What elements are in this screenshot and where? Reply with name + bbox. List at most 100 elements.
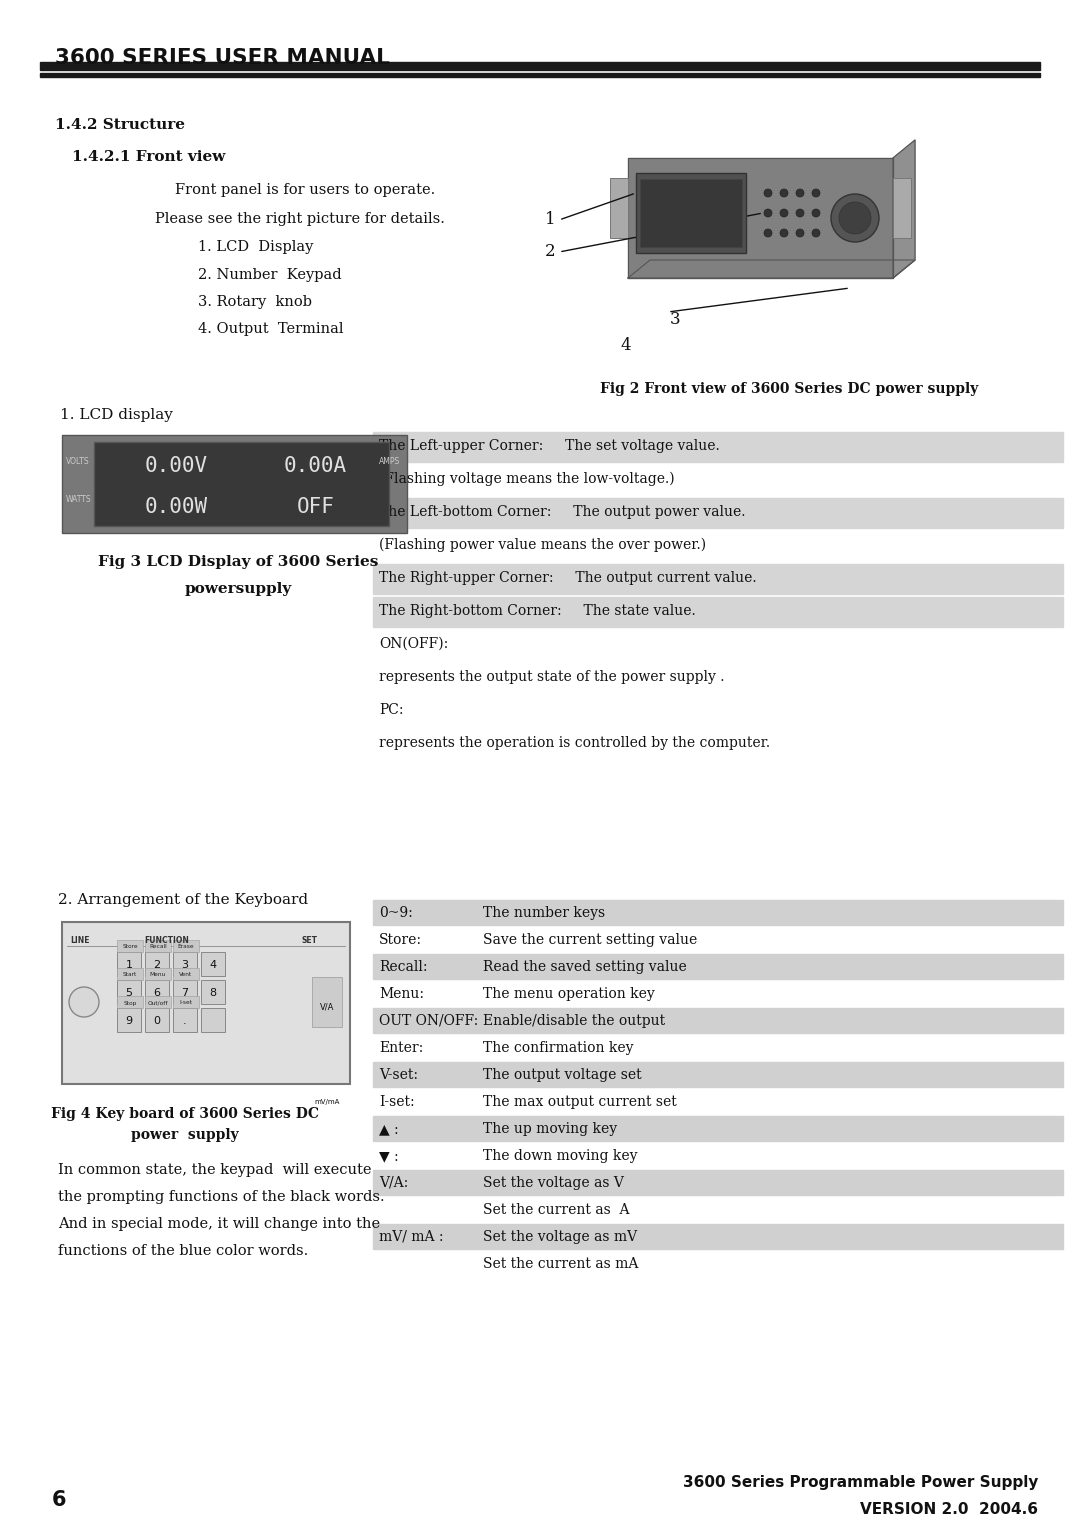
Text: The up moving key: The up moving key <box>483 1122 617 1135</box>
Circle shape <box>812 189 820 197</box>
Bar <box>173 969 199 979</box>
Text: represents the operation is controlled by the computer.: represents the operation is controlled b… <box>379 736 770 750</box>
Text: Please see the right picture for details.: Please see the right picture for details… <box>156 212 445 226</box>
Text: The Left-bottom Corner:     The output power value.: The Left-bottom Corner: The output power… <box>379 504 745 520</box>
Circle shape <box>839 202 870 234</box>
Text: 1: 1 <box>125 960 133 970</box>
Bar <box>117 969 143 979</box>
Bar <box>173 979 197 1004</box>
Text: Save the current setting value: Save the current setting value <box>483 934 698 947</box>
Circle shape <box>796 229 804 237</box>
Text: VOLTS: VOLTS <box>66 457 90 466</box>
Text: Fig 4 Key board of 3600 Series DC: Fig 4 Key board of 3600 Series DC <box>51 1106 319 1122</box>
Bar <box>201 979 225 1004</box>
Bar <box>636 173 746 254</box>
Text: And in special mode, it will change into the: And in special mode, it will change into… <box>58 1216 380 1232</box>
Text: V-set:: V-set: <box>379 1068 418 1082</box>
Text: 3. Rotary  knob: 3. Rotary knob <box>198 295 312 309</box>
Circle shape <box>764 209 772 217</box>
Circle shape <box>764 189 772 197</box>
Text: Recall: Recall <box>149 944 167 949</box>
Text: .: . <box>184 1016 187 1025</box>
Circle shape <box>764 229 772 237</box>
Text: 2: 2 <box>545 243 555 260</box>
Circle shape <box>796 209 804 217</box>
Bar <box>62 921 350 1083</box>
Text: OFF: OFF <box>296 497 334 516</box>
Text: 2: 2 <box>153 960 161 970</box>
Text: The confirmation key: The confirmation key <box>483 1041 634 1054</box>
Text: FUNCTION: FUNCTION <box>145 937 189 944</box>
Text: The Left-upper Corner:     The set voltage value.: The Left-upper Corner: The set voltage v… <box>379 439 719 452</box>
Text: PC:: PC: <box>379 703 404 717</box>
Text: the prompting functions of the black words.: the prompting functions of the black wor… <box>58 1190 384 1204</box>
Circle shape <box>796 189 804 197</box>
Text: 4. Output  Terminal: 4. Output Terminal <box>198 322 343 336</box>
Bar <box>173 996 199 1008</box>
Text: 3: 3 <box>670 312 680 329</box>
Bar <box>373 432 1063 461</box>
Bar <box>40 73 1040 76</box>
Text: 1. LCD display: 1. LCD display <box>60 408 173 422</box>
Text: 2. Number  Keypad: 2. Number Keypad <box>198 267 341 283</box>
Circle shape <box>812 209 820 217</box>
Text: In common state, the keypad  will execute: In common state, the keypad will execute <box>58 1163 372 1177</box>
Text: 1. LCD  Display: 1. LCD Display <box>198 240 313 254</box>
Bar <box>145 969 171 979</box>
Text: I-set:: I-set: <box>379 1096 415 1109</box>
Bar <box>373 1008 1063 1033</box>
Text: Set the voltage as mV: Set the voltage as mV <box>483 1230 637 1244</box>
Text: powersupply: powersupply <box>185 582 292 596</box>
Text: Set the current as mA: Set the current as mA <box>483 1258 638 1271</box>
Polygon shape <box>893 141 915 278</box>
Text: 0.00A: 0.00A <box>284 455 347 477</box>
Text: Fig 2 Front view of 3600 Series DC power supply: Fig 2 Front view of 3600 Series DC power… <box>600 382 978 396</box>
Text: Store:: Store: <box>379 934 422 947</box>
Text: V/A:: V/A: <box>379 1177 408 1190</box>
Text: 7: 7 <box>181 989 189 998</box>
Bar <box>173 1008 197 1031</box>
Bar <box>373 953 1063 979</box>
Bar <box>373 1170 1063 1195</box>
Circle shape <box>780 229 788 237</box>
Text: 6: 6 <box>52 1490 67 1510</box>
Bar <box>373 900 1063 924</box>
Bar <box>201 952 225 976</box>
Circle shape <box>812 229 820 237</box>
Text: Menu: Menu <box>150 972 166 978</box>
Text: AMPS: AMPS <box>379 457 401 466</box>
Text: represents the output state of the power supply .: represents the output state of the power… <box>379 669 725 685</box>
Bar <box>145 1008 168 1031</box>
Text: 4: 4 <box>210 960 217 970</box>
Bar <box>145 940 171 952</box>
Text: (Flashing voltage means the low-voltage.): (Flashing voltage means the low-voltage.… <box>379 472 675 486</box>
Bar <box>117 996 143 1008</box>
Bar <box>62 435 407 533</box>
Circle shape <box>69 987 99 1018</box>
Text: The output voltage set: The output voltage set <box>483 1068 642 1082</box>
Text: (Flashing power value means the over power.): (Flashing power value means the over pow… <box>379 538 706 553</box>
Text: 3600 SERIES USER MANUAL: 3600 SERIES USER MANUAL <box>55 47 390 69</box>
Text: Start: Start <box>123 972 137 978</box>
Text: Set the voltage as V: Set the voltage as V <box>483 1177 624 1190</box>
Bar <box>145 952 168 976</box>
Text: Stop: Stop <box>123 1001 137 1005</box>
Text: I-set: I-set <box>179 1001 192 1005</box>
Text: Erase: Erase <box>178 944 194 949</box>
Text: VERSION 2.0  2004.6: VERSION 2.0 2004.6 <box>860 1502 1038 1517</box>
Text: mV/ mA :: mV/ mA : <box>379 1230 444 1244</box>
Text: Enter:: Enter: <box>379 1041 423 1054</box>
Bar <box>173 940 199 952</box>
Bar <box>145 996 171 1008</box>
Bar <box>373 1115 1063 1141</box>
Text: ON(OFF):: ON(OFF): <box>379 637 448 651</box>
Text: Recall:: Recall: <box>379 960 428 973</box>
Text: 0.00W: 0.00W <box>145 497 208 516</box>
Text: 3: 3 <box>181 960 189 970</box>
Text: 3600 Series Programmable Power Supply: 3600 Series Programmable Power Supply <box>683 1475 1038 1490</box>
Bar <box>373 597 1063 626</box>
Text: The Right-upper Corner:     The output current value.: The Right-upper Corner: The output curre… <box>379 571 757 585</box>
Circle shape <box>780 189 788 197</box>
Bar <box>610 177 627 238</box>
Text: LINE: LINE <box>70 937 90 944</box>
